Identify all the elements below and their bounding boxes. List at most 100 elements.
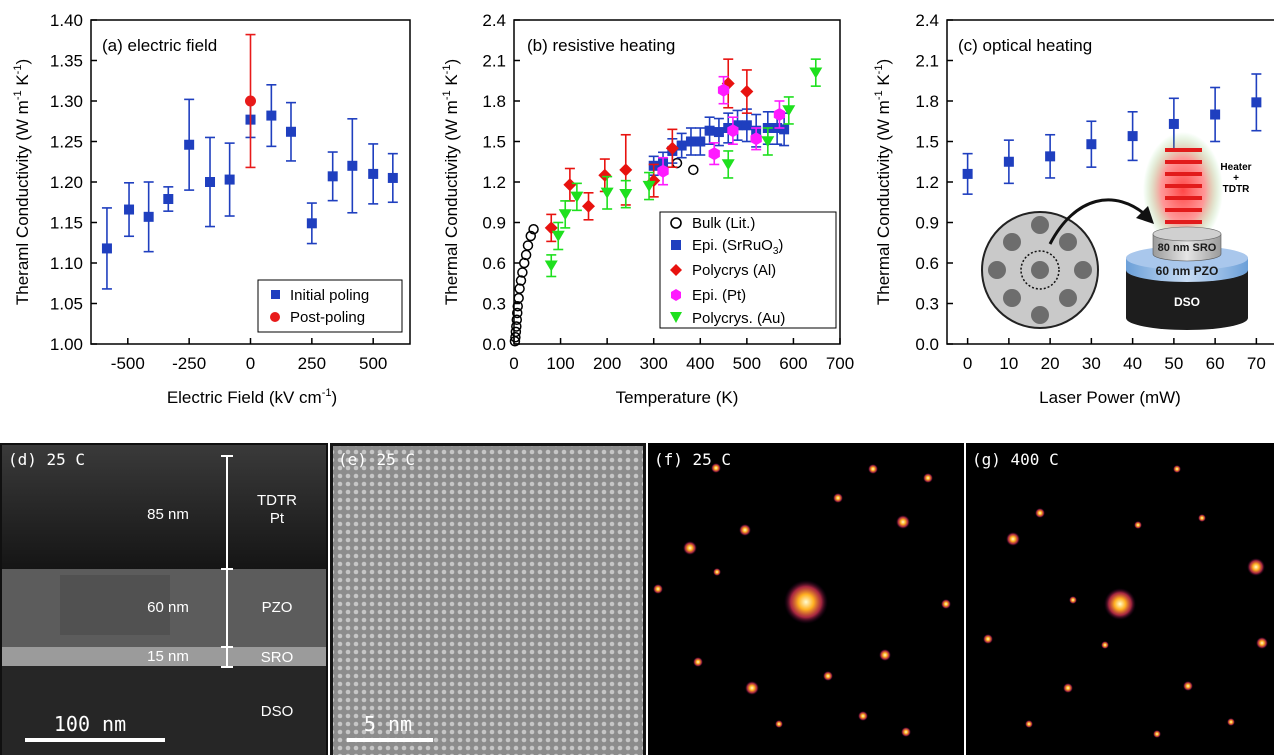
data-point-c-s0 — [1251, 97, 1262, 108]
chart-panel-b: 0 100 200 300 400 500 600 700 0.0 0.3 0.6 0.9 1.2 1.5… — [441, 11, 854, 407]
data-point-a-s0 — [368, 168, 379, 179]
legend-marker-polycrys-al — [670, 264, 682, 276]
data-point-a-s0 — [327, 171, 338, 182]
layer-dso: DSO — [261, 703, 294, 720]
diffraction-spot — [739, 524, 751, 536]
x-tick-label-b: 200 — [593, 354, 621, 373]
data-point-b-s1 — [732, 120, 743, 131]
x-tick-label-a: -500 — [111, 354, 145, 373]
micrograph-e: (e) 25 C 5 nm — [330, 443, 646, 755]
y-tick-label-a: 1.15 — [50, 214, 83, 233]
data-point-b-s1 — [779, 124, 790, 135]
data-point-c-s0 — [1210, 109, 1221, 120]
data-marks-a — [101, 33, 398, 290]
thickness-pt: 85 nm — [147, 506, 189, 523]
x-tick-label-c: 10 — [999, 354, 1018, 373]
data-point-b-s4 — [570, 191, 584, 203]
device-schematic: Heater + TDTR DSO 60 nm PZO 80 nm SRO — [981, 132, 1252, 330]
diffraction-spot — [901, 727, 911, 737]
data-point-b-s3 — [773, 108, 786, 121]
legend-frame-b — [659, 211, 837, 329]
chart-panel-c: 0 10 20 30 40 50 60 70 0.0 0.3 0.6 0.9 1.2 1.5 1.8 2.1 2… — [873, 11, 1274, 407]
y-tick-label-a: 1.00 — [50, 335, 83, 354]
diffraction-spots-f — [653, 463, 951, 737]
micrograph-e-label: (e) 25 C — [338, 450, 415, 469]
data-point-b-s4 — [551, 230, 565, 242]
x-tick-label-c: 70 — [1247, 354, 1266, 373]
x-tick-label-c: 40 — [1123, 354, 1142, 373]
diffraction-spot — [1256, 637, 1268, 649]
x-tick-label-c: 50 — [1164, 354, 1183, 373]
data-point-b-s0 — [522, 240, 534, 251]
scale-bar-label-d: 100 nm — [54, 712, 126, 736]
data-point-b-s3 — [750, 132, 762, 146]
sro-top — [1152, 226, 1222, 242]
diffraction-spot — [1069, 596, 1077, 604]
x-tick-label-a: 0 — [246, 354, 255, 373]
legend-label-bulk: Bulk (Lit.) — [692, 215, 755, 232]
diffraction-g-label: (g) 400 C — [972, 450, 1059, 469]
data-point-c-s0 — [1127, 131, 1138, 142]
heater-plus: + — [1233, 173, 1239, 184]
diffraction-spot — [1153, 730, 1161, 738]
panel-label-c: (c) optical heating — [958, 36, 1092, 55]
data-point-b-s1 — [713, 127, 724, 138]
dso-cylinder — [1126, 270, 1248, 330]
dso-layer-label: DSO — [1174, 295, 1200, 309]
legend-label-epi-sro: Epi. (SrRuO3) — [692, 237, 783, 257]
x-tick-label-a: 250 — [298, 354, 326, 373]
heater-label: Heater — [1220, 162, 1251, 173]
diffraction-spot — [941, 599, 951, 609]
x-tick-label-b: 300 — [640, 354, 668, 373]
y-tick-label-a: 1.30 — [50, 92, 83, 111]
data-point-a-s0 — [205, 177, 216, 187]
y-tick-label-c: 0.6 — [915, 254, 939, 273]
data-point-a-s0 — [163, 194, 174, 205]
y-tick-label-a: 1.25 — [50, 133, 83, 152]
heater-beam-lines — [1165, 148, 1202, 224]
data-point-a-s0 — [266, 110, 277, 121]
y-tick-label-b: 2.4 — [482, 11, 506, 30]
pzo-layer-shade — [60, 575, 170, 635]
scale-bar-label-e: 5 nm — [364, 712, 412, 736]
data-point-b-s0 — [511, 314, 523, 325]
data-point-b-s3 — [717, 83, 730, 97]
data-point-c-s0 — [1045, 151, 1056, 162]
y-axis-label-c: Thermal Conductivity (W m-1 K-1) — [873, 59, 893, 305]
diffraction-spot — [1134, 521, 1142, 529]
data-point-a-s0 — [124, 204, 135, 215]
atomic-lattice — [333, 446, 643, 755]
data-point-b-s4 — [558, 209, 572, 221]
y-tick-label-c: 2.4 — [915, 11, 939, 30]
diffraction-spot — [833, 493, 843, 503]
axis-ticks-a: -500 -250 0 250 500 1.00 1.05 1.10 1.15 1.20 1.25 1… — [50, 11, 387, 373]
x-tick-label-c: 20 — [1041, 354, 1060, 373]
x-tick-label-b: 500 — [733, 354, 761, 373]
x-tick-label-b: 400 — [686, 354, 714, 373]
data-point-b-s4 — [642, 180, 656, 192]
data-point-b-s3 — [657, 164, 669, 178]
diffraction-spot — [1173, 465, 1181, 473]
x-axis-label-c: Laser Power (mW) — [1039, 388, 1181, 407]
diffraction-spot — [775, 720, 783, 728]
x-tick-label-c: 30 — [1082, 354, 1101, 373]
y-tick-label-a: 1.05 — [50, 295, 83, 314]
legend-marker-post-poling — [270, 312, 280, 322]
chart-panel-a: -500 -250 0 250 500 1.00 1.05 1.10 1.15 1.20 1.25 1… — [12, 11, 411, 407]
data-point-c-s0 — [1168, 118, 1179, 129]
thickness-sro: 15 nm — [147, 648, 189, 665]
data-point-b-s0 — [688, 164, 699, 176]
x-tick-label-c: 0 — [963, 354, 972, 373]
data-point-c-s0 — [1003, 156, 1014, 167]
heater-glow — [1143, 132, 1223, 248]
data-point-c-s0 — [962, 168, 973, 179]
data-point-b-s3 — [727, 124, 739, 138]
data-point-b-s2 — [665, 141, 679, 155]
legend-marker-initial-poling — [271, 290, 280, 299]
sample-disc — [981, 211, 1099, 329]
data-point-b-s0 — [525, 230, 537, 242]
y-tick-label-b: 0.6 — [482, 254, 506, 273]
data-point-b-s2 — [582, 199, 596, 213]
data-marks-b — [509, 58, 823, 347]
legend-marker-epi-sro — [671, 240, 681, 250]
